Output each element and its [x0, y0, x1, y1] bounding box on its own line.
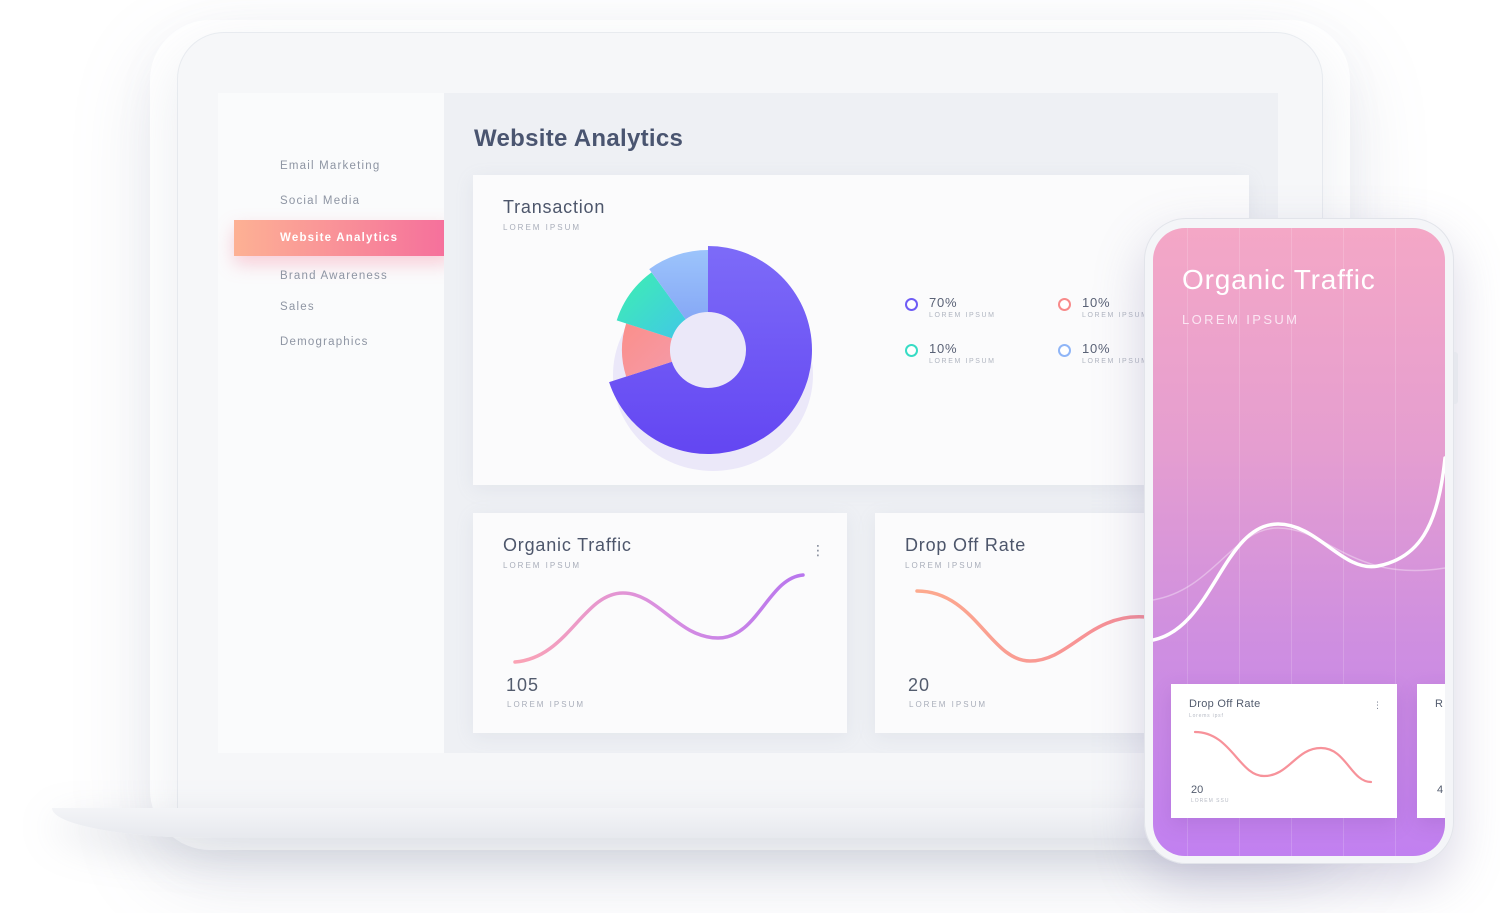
metric-value: 4	[1437, 784, 1444, 796]
sidebar-item-email-marketing[interactable]: Email Marketing	[280, 160, 381, 172]
phone-title: Organic Traffic	[1182, 264, 1376, 295]
phone-secondary-card: R 4	[1417, 684, 1445, 818]
transaction-card: Transaction LOREM IPSUM	[473, 175, 1249, 485]
phone-side-button	[1454, 352, 1458, 404]
card-subtitle: LOREM IPSUM	[503, 561, 582, 570]
legend-label: LOREM IPSUM	[929, 312, 996, 319]
legend-value: 70%	[929, 295, 958, 310]
grid-line	[1395, 228, 1396, 856]
phone-screen: Organic Traffic LOREM IPSUM Drop Off Rat…	[1153, 228, 1445, 856]
legend-label: LOREM IPSUM	[929, 358, 996, 365]
metric-label: LOREM SSU	[1191, 798, 1230, 804]
laptop-screen: Email Marketing Social Media Website Ana…	[218, 93, 1278, 753]
transaction-donut-chart	[609, 246, 813, 471]
more-vertical-icon[interactable]: ⋮	[1373, 700, 1382, 710]
organic-traffic-line	[513, 573, 805, 664]
grid-line	[1291, 228, 1292, 856]
card-subtitle: LOREM IPSUM	[905, 561, 984, 570]
legend-ring-icon	[1058, 344, 1071, 357]
donut-slice-purple	[609, 246, 812, 454]
legend-item: 70% LOREM IPSUM	[905, 295, 1065, 327]
main-content: Website Analytics Transaction LOREM IPSU…	[444, 93, 1278, 753]
legend-ring-icon	[905, 298, 918, 311]
phone-drop-off-line-chart	[1193, 730, 1373, 784]
grid-line	[1187, 228, 1188, 856]
card-subtitle: Lorems ipsf	[1189, 713, 1224, 719]
phone-drop-off-card: Drop Off Rate Lorems ipsf ⋮ 20 LOREM SSU	[1171, 684, 1397, 818]
metric-value: 105	[506, 675, 540, 695]
metric-label: LOREM IPSUM	[909, 700, 988, 709]
donut-slice-blue	[649, 250, 708, 320]
metric-value: 20	[908, 675, 931, 695]
phone-subtitle: LOREM IPSUM	[1182, 312, 1300, 327]
sidebar-item-sales[interactable]: Sales	[280, 301, 315, 313]
organic-traffic-line-chart	[513, 573, 805, 664]
phone-traffic-chart	[1153, 456, 1445, 642]
legend-ring-icon	[905, 344, 918, 357]
sidebar-item-brand-awareness[interactable]: Brand Awareness	[280, 270, 388, 282]
phone-traffic-line	[1153, 456, 1445, 642]
page-title: Website Analytics	[474, 125, 684, 152]
sidebar-item-demographics[interactable]: Demographics	[280, 336, 369, 348]
donut-slice-coral	[622, 323, 672, 377]
sidebar: Email Marketing Social Media Website Ana…	[218, 93, 452, 753]
card-title: Organic Traffic	[503, 535, 632, 555]
legend-item: 10% LOREM IPSUM	[1058, 341, 1218, 373]
metric-label: LOREM IPSUM	[507, 700, 586, 709]
grid-line	[1239, 228, 1240, 856]
legend-item: 10% LOREM IPSUM	[905, 341, 1065, 373]
grid-line	[1343, 228, 1344, 856]
card-title: R	[1435, 698, 1444, 710]
card-title: Drop Off Rate	[905, 535, 1027, 555]
card-title: Transaction	[503, 197, 606, 217]
sidebar-item-website-analytics[interactable]: Website Analytics	[234, 220, 452, 256]
card-subtitle: LOREM IPSUM	[503, 223, 582, 232]
sidebar-item-social-media[interactable]: Social Media	[280, 195, 361, 207]
legend-value: 10%	[929, 341, 958, 356]
legend-ring-icon	[1058, 298, 1071, 311]
legend-label: LOREM IPSUM	[1082, 358, 1149, 365]
card-title: Drop Off Rate	[1189, 698, 1261, 710]
sidebar-item-label: Website Analytics	[280, 232, 399, 244]
drop-off-rate-line	[915, 589, 1147, 663]
drop-off-rate-line-chart	[915, 589, 1147, 663]
organic-traffic-card: Organic Traffic LOREM IPSUM ⋮ 105 LOREM …	[473, 513, 847, 733]
legend-value: 10%	[1082, 295, 1111, 310]
donut-slice-teal	[616, 272, 686, 339]
legend-item: 10% LOREM IPSUM	[1058, 295, 1218, 327]
legend-value: 10%	[1082, 341, 1111, 356]
phone-drop-off-line	[1193, 730, 1373, 784]
metric-value: 20	[1191, 784, 1204, 796]
legend-label: LOREM IPSUM	[1082, 312, 1149, 319]
more-vertical-icon[interactable]: ⋮	[811, 542, 825, 558]
phone-traffic-shadow-line	[1153, 527, 1445, 601]
